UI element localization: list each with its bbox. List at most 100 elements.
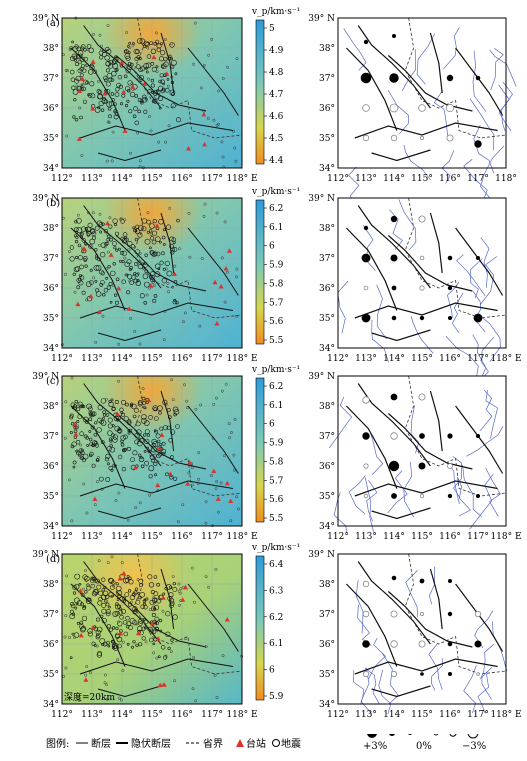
earthquake-circle	[173, 409, 180, 415]
earthquake-circle	[106, 285, 111, 290]
earthquake-circle	[111, 406, 116, 411]
earthquake-circle	[65, 69, 69, 73]
earthquake-circle	[65, 574, 69, 578]
earthquake-circle	[140, 66, 145, 72]
earthquake-circle	[165, 224, 172, 230]
earthquake-circle	[111, 424, 115, 428]
earthquake-circle	[75, 62, 80, 67]
earthquake-circle	[96, 80, 100, 83]
earthquake-circle	[69, 256, 75, 262]
negative-perturbation-dot	[446, 134, 454, 142]
lat-tick-label: 39° N	[32, 550, 59, 560]
lon-tick-label: 118° E	[226, 532, 257, 542]
earthquake-circle	[116, 658, 120, 662]
earthquake-circle	[203, 202, 207, 206]
earthquake-circle	[155, 251, 161, 257]
earthquake-circle	[85, 597, 91, 602]
earthquake-circle	[108, 216, 112, 220]
earthquake-circle	[114, 223, 118, 227]
earthquake-circle	[161, 645, 166, 650]
earthquake-circle	[161, 609, 165, 613]
lon-tick-label: 116°	[171, 710, 193, 720]
colorbar-tick-label: 4.9	[269, 46, 284, 56]
earthquake-circle	[123, 49, 128, 54]
earthquake-circle	[134, 439, 140, 445]
positive-perturbation-dot	[362, 432, 370, 440]
earthquake-circle	[136, 272, 140, 276]
earthquake-circle	[154, 416, 159, 421]
earthquake-circle	[98, 590, 103, 596]
earthquake-circle	[210, 37, 214, 41]
lon-tick-label: 117°	[467, 710, 489, 720]
earthquake-circle	[207, 585, 211, 589]
earthquake-circle	[153, 461, 158, 466]
lon-tick-label: 117°	[467, 354, 489, 364]
earthquake-circle	[170, 250, 175, 255]
earthquake-circle	[79, 275, 85, 281]
earthquake-circle	[161, 278, 167, 284]
earthquake-circle	[116, 598, 120, 601]
hidden-fault-line	[410, 316, 434, 354]
earthquake-circle	[70, 402, 76, 407]
lon-tick-label: 117°	[467, 174, 489, 184]
fault-line	[70, 583, 126, 667]
earthquake-circle	[108, 77, 113, 82]
station-marker	[185, 481, 191, 486]
hidden-fault-line	[479, 336, 495, 382]
earthquake-circle	[172, 246, 178, 252]
earthquake-circle	[139, 456, 143, 460]
station-marker	[151, 54, 157, 60]
earthquake-circle	[79, 431, 84, 437]
earthquake-circle	[164, 267, 168, 271]
earthquake-circle	[170, 638, 174, 642]
hidden-fault-line	[466, 426, 504, 457]
earthquake-circle	[151, 66, 157, 72]
colorbar-tick-label: 6.3	[269, 586, 284, 596]
scale-minus2-dot	[449, 734, 457, 737]
earthquake-circle	[129, 600, 133, 604]
earthquake-circle	[224, 382, 228, 386]
earthquake-circle	[149, 223, 155, 229]
earthquake-circle	[131, 42, 135, 45]
earthquake-circle	[150, 589, 155, 595]
lat-tick-label: 35°	[43, 134, 59, 144]
fault-line	[187, 227, 239, 296]
earthquake-circle	[108, 114, 112, 119]
earthquake-circle	[112, 241, 117, 246]
earthquake-circle	[113, 246, 117, 250]
earthquake-circle	[136, 278, 140, 282]
hidden-fault-line	[490, 48, 504, 91]
earthquake-circle	[159, 260, 164, 265]
earthquake-circle	[173, 264, 177, 268]
colorbar-tick-label: 5.5	[269, 336, 284, 346]
colorbar-tick-label: 5	[269, 24, 275, 34]
fault-line	[429, 212, 443, 274]
earthquake-circle	[64, 272, 67, 276]
earthquake-circle	[123, 256, 127, 260]
panel-b: (b)39° N38°37°36°35°34°112° 113° 114° 115° 1…	[32, 187, 522, 382]
lon-tick-label: 112°	[51, 354, 73, 364]
earthquake-circle	[150, 78, 155, 83]
earthquake-circle	[76, 285, 81, 290]
earthquake-circle	[145, 97, 148, 101]
earthquake-circle	[125, 31, 129, 34]
earthquake-circle	[130, 81, 134, 85]
earthquake-circle	[178, 591, 182, 595]
station-marker	[211, 468, 217, 473]
station-marker	[156, 445, 162, 451]
earthquake-circle	[106, 24, 110, 28]
lon-tick-label: 114°	[111, 710, 133, 720]
earthquake-circle	[106, 250, 110, 254]
station-marker	[180, 597, 186, 602]
station-marker	[164, 71, 170, 76]
earthquake-circle	[69, 415, 74, 420]
earthquake-circle	[89, 412, 93, 417]
fault-line	[115, 55, 207, 112]
lat-tick-label: 35°	[319, 134, 335, 144]
earthquake-circle	[110, 78, 115, 82]
colorbar-tick-label: 4.7	[269, 90, 284, 100]
hidden-fault-line	[479, 389, 493, 432]
earthquake-circle	[145, 70, 149, 74]
legend-bar: 图例: 断层 隐伏断层 省界 台站 地震 +3% 0% −3%	[46, 734, 486, 752]
